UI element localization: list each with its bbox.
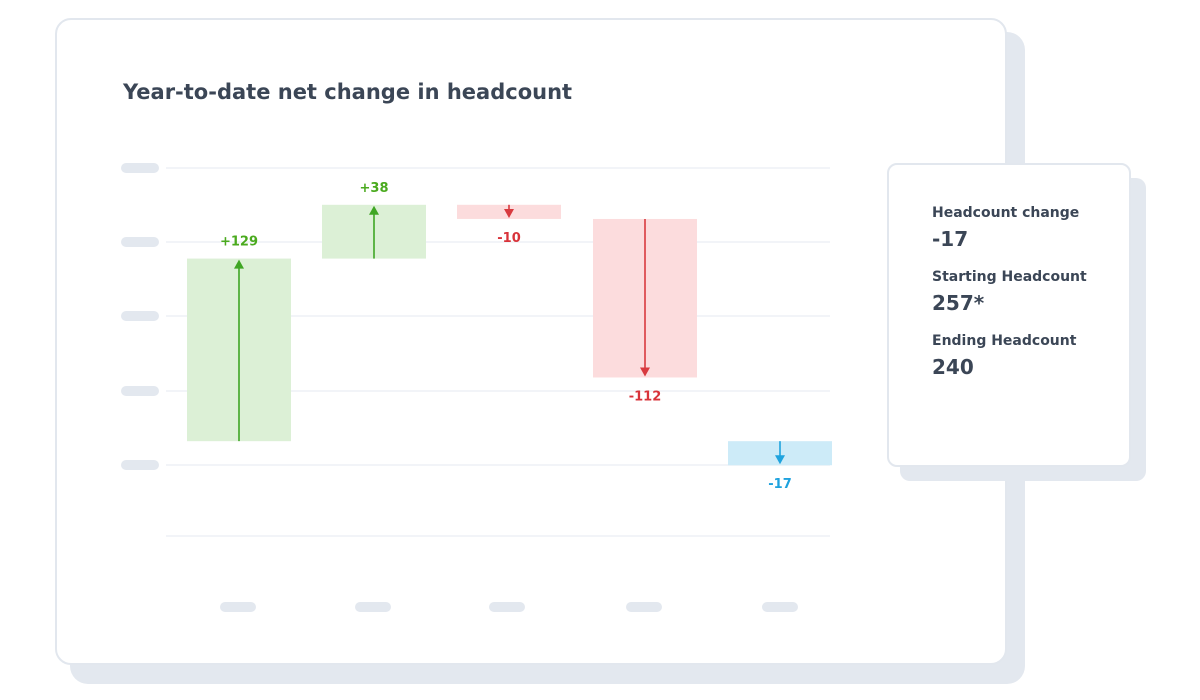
y-tick-placeholder-2 [121,311,159,321]
starting-headcount-label: Starting Headcount [932,269,1087,285]
bar-arrow-head-2 [504,208,514,218]
y-tick-placeholder-4 [121,460,159,470]
headcount-change-value: -17 [932,227,969,251]
data-label-3: -112 [629,389,662,404]
ending-headcount-stat: Ending Headcount 240 [932,333,1129,379]
starting-headcount-value: 257* [932,291,985,315]
data-label-1: +38 [360,181,389,196]
x-tick-placeholder-3 [626,602,662,612]
data-label-0: +129 [220,235,258,250]
x-tick-placeholder-0 [220,602,256,612]
bar-arrow-head-4 [775,455,785,465]
headcount-change-label: Headcount change [932,205,1080,221]
y-tick-placeholder-1 [121,237,159,247]
summary-card: Headcount change -17 Starting Headcount … [887,163,1131,467]
x-tick-placeholder-4 [762,602,798,612]
y-tick-placeholder-3 [121,386,159,396]
data-label-2: -10 [497,231,521,246]
x-tick-placeholder-1 [355,602,391,612]
chart-title: Year-to-date net change in headcount [123,80,573,104]
headcount-change-stat: Headcount change -17 [932,205,1129,251]
data-label-4: -17 [768,477,792,492]
x-tick-placeholder-2 [489,602,525,612]
ending-headcount-label: Ending Headcount [932,333,1077,349]
bar-arrow-head-3 [640,367,650,377]
bar-arrow-head-1 [369,205,379,215]
y-tick-placeholder-0 [121,163,159,173]
starting-headcount-stat: Starting Headcount 257* [932,269,1129,315]
ending-headcount-value: 240 [932,355,974,379]
bar-arrow-head-0 [234,259,244,269]
